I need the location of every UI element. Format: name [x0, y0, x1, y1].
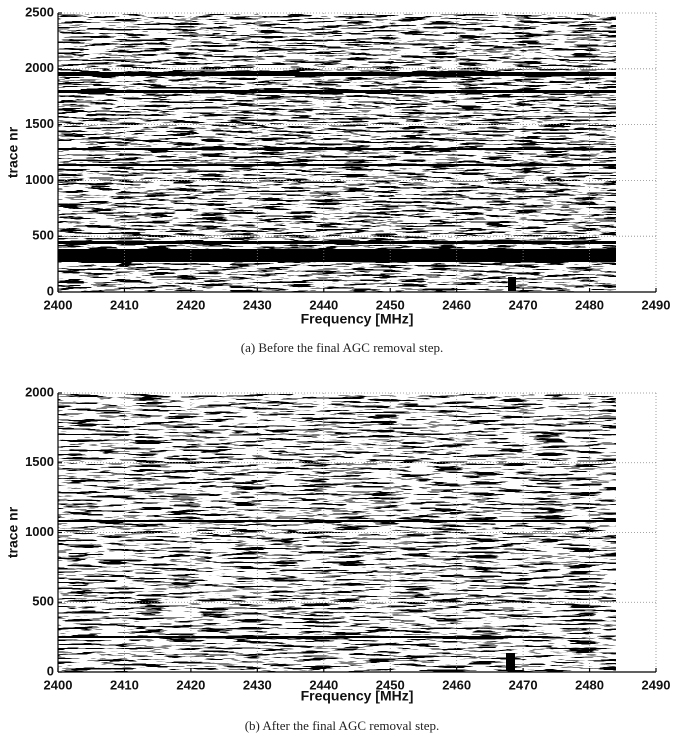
x-tick-label: 2490: [642, 677, 671, 692]
x-tick-label: 2400: [44, 297, 73, 312]
y-tick-label: 2000: [25, 384, 54, 399]
caption: (a) Before the final AGC removal step.: [241, 340, 444, 355]
y-tick-label: 2500: [25, 4, 54, 19]
caption: (b) After the final AGC removal step.: [245, 718, 440, 733]
y-tick-label: 500: [32, 228, 54, 243]
y-tick-label: 0: [47, 663, 54, 678]
x-tick-label: 2420: [176, 297, 205, 312]
x-tick-label: 2440: [309, 297, 338, 312]
x-tick-label: 2460: [442, 677, 471, 692]
y-tick-label: 1500: [25, 454, 54, 469]
y-axis-label: trace nr: [5, 506, 21, 558]
x-tick-label: 2480: [575, 297, 604, 312]
x-tick-label: 2410: [110, 677, 139, 692]
x-tick-label: 2470: [509, 677, 538, 692]
x-tick-label: 2480: [575, 677, 604, 692]
y-tick-label: 1000: [25, 524, 54, 539]
trace-image: [58, 394, 616, 672]
y-tick-label: 2000: [25, 60, 54, 75]
x-axis-label: Frequency [MHz]: [301, 688, 414, 704]
x-tick-label: 2450: [376, 297, 405, 312]
x-tick-label: 2410: [110, 297, 139, 312]
x-tick-label: 2430: [243, 677, 272, 692]
x-tick-label: 2470: [509, 297, 538, 312]
x-tick-label: 2420: [176, 677, 205, 692]
x-axis-label: Frequency [MHz]: [301, 311, 414, 327]
y-axis-label: trace nr: [5, 126, 21, 178]
x-tick-label: 2490: [642, 297, 671, 312]
x-tick-label: 2400: [44, 677, 73, 692]
y-tick-label: 0: [47, 283, 54, 298]
y-tick-label: 1500: [25, 116, 54, 131]
x-tick-label: 2460: [442, 297, 471, 312]
y-tick-label: 1000: [25, 172, 54, 187]
y-tick-label: 500: [32, 594, 54, 609]
x-tick-label: 2430: [243, 297, 272, 312]
x-tick-label: 2450: [376, 677, 405, 692]
trace-image: [58, 14, 616, 292]
x-tick-label: 2440: [309, 677, 338, 692]
